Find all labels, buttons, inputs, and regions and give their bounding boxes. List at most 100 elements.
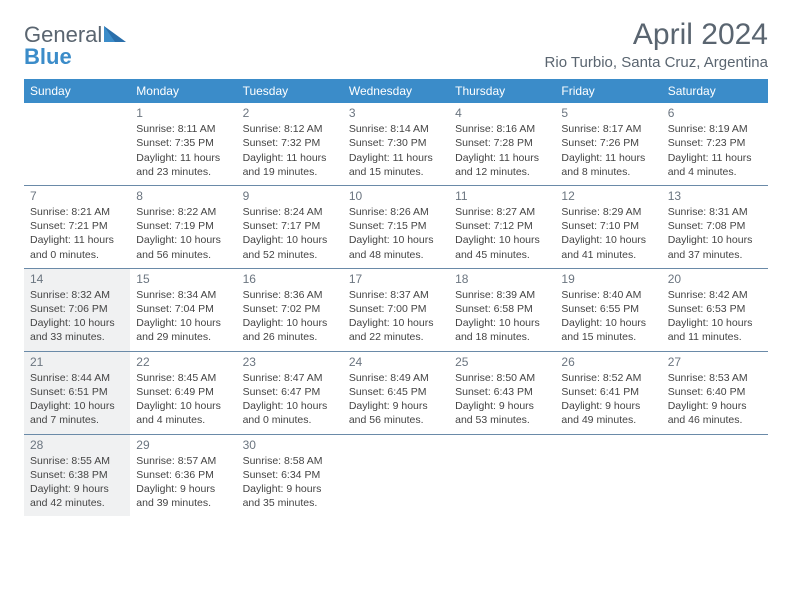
day-info-line: Daylight: 10 hours and 4 minutes.	[136, 399, 230, 427]
day-info-line: Sunrise: 8:22 AM	[136, 205, 230, 219]
day-info-line: Sunrise: 8:45 AM	[136, 371, 230, 385]
calendar-day-cell: 14Sunrise: 8:32 AMSunset: 7:06 PMDayligh…	[24, 268, 130, 351]
calendar-day-cell: 10Sunrise: 8:26 AMSunset: 7:15 PMDayligh…	[343, 185, 449, 268]
day-info-line: Sunset: 7:32 PM	[243, 136, 337, 150]
calendar-day-cell: 1Sunrise: 8:11 AMSunset: 7:35 PMDaylight…	[130, 103, 236, 185]
day-number: 22	[136, 354, 230, 370]
day-number: 25	[455, 354, 549, 370]
day-info-line: Daylight: 10 hours and 22 minutes.	[349, 316, 443, 344]
day-info-line: Sunset: 6:49 PM	[136, 385, 230, 399]
day-info-line: Sunrise: 8:50 AM	[455, 371, 549, 385]
calendar-day-cell: 26Sunrise: 8:52 AMSunset: 6:41 PMDayligh…	[555, 351, 661, 434]
day-info-line: Sunrise: 8:31 AM	[668, 205, 762, 219]
day-info-line: Sunrise: 8:11 AM	[136, 122, 230, 136]
day-info-line: Sunrise: 8:12 AM	[243, 122, 337, 136]
title-block: April 2024 Rio Turbio, Santa Cruz, Argen…	[545, 18, 768, 71]
calendar-day-cell: 23Sunrise: 8:47 AMSunset: 6:47 PMDayligh…	[237, 351, 343, 434]
day-number: 7	[30, 188, 124, 204]
day-number: 8	[136, 188, 230, 204]
day-info-line: Daylight: 10 hours and 11 minutes.	[668, 316, 762, 344]
calendar-week-row: 1Sunrise: 8:11 AMSunset: 7:35 PMDaylight…	[24, 103, 768, 185]
day-info-line: Daylight: 9 hours and 56 minutes.	[349, 399, 443, 427]
calendar-day-cell: 4Sunrise: 8:16 AMSunset: 7:28 PMDaylight…	[449, 103, 555, 185]
day-info-line: Sunset: 7:06 PM	[30, 302, 124, 316]
day-info-line: Sunrise: 8:52 AM	[561, 371, 655, 385]
day-info-line: Daylight: 9 hours and 53 minutes.	[455, 399, 549, 427]
day-info-line: Sunset: 7:23 PM	[668, 136, 762, 150]
day-info-line: Sunrise: 8:24 AM	[243, 205, 337, 219]
day-info-line: Sunset: 6:45 PM	[349, 385, 443, 399]
day-info-line: Sunrise: 8:57 AM	[136, 454, 230, 468]
calendar-week-row: 28Sunrise: 8:55 AMSunset: 6:38 PMDayligh…	[24, 434, 768, 516]
day-info-line: Daylight: 11 hours and 19 minutes.	[243, 151, 337, 179]
day-info-line: Daylight: 10 hours and 18 minutes.	[455, 316, 549, 344]
day-info-line: Daylight: 9 hours and 39 minutes.	[136, 482, 230, 510]
calendar-day-cell: 30Sunrise: 8:58 AMSunset: 6:34 PMDayligh…	[237, 434, 343, 516]
calendar-day-cell: 20Sunrise: 8:42 AMSunset: 6:53 PMDayligh…	[662, 268, 768, 351]
day-number: 27	[668, 354, 762, 370]
day-number: 21	[30, 354, 124, 370]
day-info-line: Daylight: 10 hours and 29 minutes.	[136, 316, 230, 344]
day-info-line: Sunrise: 8:14 AM	[349, 122, 443, 136]
calendar-day-cell: 21Sunrise: 8:44 AMSunset: 6:51 PMDayligh…	[24, 351, 130, 434]
day-info-line: Sunrise: 8:29 AM	[561, 205, 655, 219]
day-info-line: Daylight: 9 hours and 35 minutes.	[243, 482, 337, 510]
logo-word2: Blue	[24, 44, 72, 69]
calendar-day-cell: 18Sunrise: 8:39 AMSunset: 6:58 PMDayligh…	[449, 268, 555, 351]
day-number: 20	[668, 271, 762, 287]
day-number: 30	[243, 437, 337, 453]
day-header: Friday	[555, 79, 661, 103]
day-number: 13	[668, 188, 762, 204]
day-number: 11	[455, 188, 549, 204]
day-number: 1	[136, 105, 230, 121]
calendar-day-cell: 11Sunrise: 8:27 AMSunset: 7:12 PMDayligh…	[449, 185, 555, 268]
day-info-line: Sunset: 7:19 PM	[136, 219, 230, 233]
calendar-day-cell: 19Sunrise: 8:40 AMSunset: 6:55 PMDayligh…	[555, 268, 661, 351]
day-number: 24	[349, 354, 443, 370]
day-number: 10	[349, 188, 443, 204]
day-number: 16	[243, 271, 337, 287]
calendar-day-cell	[24, 103, 130, 185]
calendar-day-cell: 22Sunrise: 8:45 AMSunset: 6:49 PMDayligh…	[130, 351, 236, 434]
calendar-header-row: SundayMondayTuesdayWednesdayThursdayFrid…	[24, 79, 768, 103]
day-number: 14	[30, 271, 124, 287]
day-info-line: Daylight: 10 hours and 15 minutes.	[561, 316, 655, 344]
calendar-day-cell: 8Sunrise: 8:22 AMSunset: 7:19 PMDaylight…	[130, 185, 236, 268]
logo-text: General Blue	[24, 24, 126, 68]
day-info-line: Sunrise: 8:55 AM	[30, 454, 124, 468]
day-info-line: Sunset: 6:36 PM	[136, 468, 230, 482]
day-info-line: Sunrise: 8:34 AM	[136, 288, 230, 302]
day-info-line: Sunrise: 8:32 AM	[30, 288, 124, 302]
day-info-line: Sunset: 7:02 PM	[243, 302, 337, 316]
calendar-week-row: 14Sunrise: 8:32 AMSunset: 7:06 PM Dayligh…	[24, 268, 768, 351]
calendar-table: SundayMondayTuesdayWednesdayThursdayFrid…	[24, 79, 768, 516]
day-info-line: Sunset: 7:08 PM	[668, 219, 762, 233]
day-number: 28	[30, 437, 124, 453]
calendar-day-cell	[343, 434, 449, 516]
day-info-line: Daylight: 9 hours and 49 minutes.	[561, 399, 655, 427]
day-number: 5	[561, 105, 655, 121]
calendar-day-cell: 15Sunrise: 8:34 AMSunset: 7:04 PMDayligh…	[130, 268, 236, 351]
day-header: Saturday	[662, 79, 768, 103]
day-info-line: Sunset: 6:53 PM	[668, 302, 762, 316]
day-info-line: Daylight: 11 hours and 4 minutes.	[668, 151, 762, 179]
calendar-day-cell: 6Sunrise: 8:19 AMSunset: 7:23 PMDaylight…	[662, 103, 768, 185]
calendar-week-row: 21Sunrise: 8:44 AMSunset: 6:51 PMDayligh…	[24, 351, 768, 434]
calendar-day-cell: 3Sunrise: 8:14 AMSunset: 7:30 PMDaylight…	[343, 103, 449, 185]
calendar-week-row: 7Sunrise: 8:21 AMSunset: 7:21 PMDaylight…	[24, 185, 768, 268]
day-info-line: Sunset: 7:04 PM	[136, 302, 230, 316]
day-info-line: Sunset: 7:10 PM	[561, 219, 655, 233]
day-info-line: Daylight: 10 hours and 48 minutes.	[349, 233, 443, 261]
day-info-line: Sunset: 7:00 PM	[349, 302, 443, 316]
day-info-line: Sunset: 7:30 PM	[349, 136, 443, 150]
day-info-line: Daylight: 10 hours and 0 minutes.	[243, 399, 337, 427]
day-info-line: Sunset: 6:43 PM	[455, 385, 549, 399]
day-info-line: Sunset: 7:26 PM	[561, 136, 655, 150]
day-info-line: Sunset: 7:17 PM	[243, 219, 337, 233]
calendar-day-cell	[662, 434, 768, 516]
logo: General Blue	[24, 24, 126, 68]
day-number: 23	[243, 354, 337, 370]
day-info-line: Daylight: 11 hours and 12 minutes.	[455, 151, 549, 179]
day-info-line: Sunrise: 8:37 AM	[349, 288, 443, 302]
calendar-day-cell: 5Sunrise: 8:17 AMSunset: 7:26 PMDaylight…	[555, 103, 661, 185]
